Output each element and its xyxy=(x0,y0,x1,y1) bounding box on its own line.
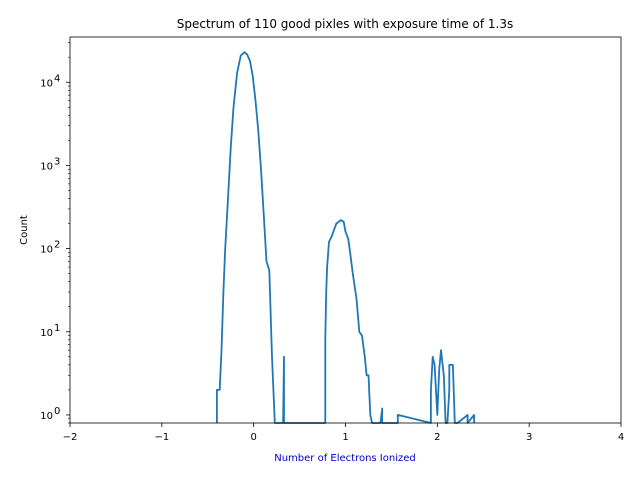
x-tick-label: −1 xyxy=(154,432,169,443)
x-tick-label: −2 xyxy=(63,432,78,443)
y-tick-label: 10 xyxy=(40,328,53,339)
x-axis-ticks: −2 −1 0 1 2 3 4 xyxy=(63,423,624,443)
y-tick-exponent: 0 xyxy=(54,406,60,417)
x-axis-label: Number of Electrons Ionized xyxy=(274,453,416,464)
series-line xyxy=(216,51,475,424)
y-axis-label: Count xyxy=(19,215,30,245)
chart-title: Spectrum of 110 good pixles with exposur… xyxy=(177,17,514,31)
x-tick-label: 1 xyxy=(342,432,348,443)
x-tick-label: 0 xyxy=(250,432,256,443)
y-tick-exponent: 4 xyxy=(54,73,60,84)
x-tick-label: 4 xyxy=(618,432,624,443)
x-tick-label: 3 xyxy=(526,432,532,443)
y-tick-label: 10 xyxy=(40,411,53,422)
y-tick-exponent: 3 xyxy=(54,156,60,167)
x-tick-label: 2 xyxy=(434,432,440,443)
y-tick-label: 10 xyxy=(40,161,53,172)
y-tick-label: 10 xyxy=(40,78,53,89)
y-tick-exponent: 2 xyxy=(54,240,60,251)
y-tick-exponent: 1 xyxy=(54,323,60,334)
y-tick-label: 10 xyxy=(40,245,53,256)
